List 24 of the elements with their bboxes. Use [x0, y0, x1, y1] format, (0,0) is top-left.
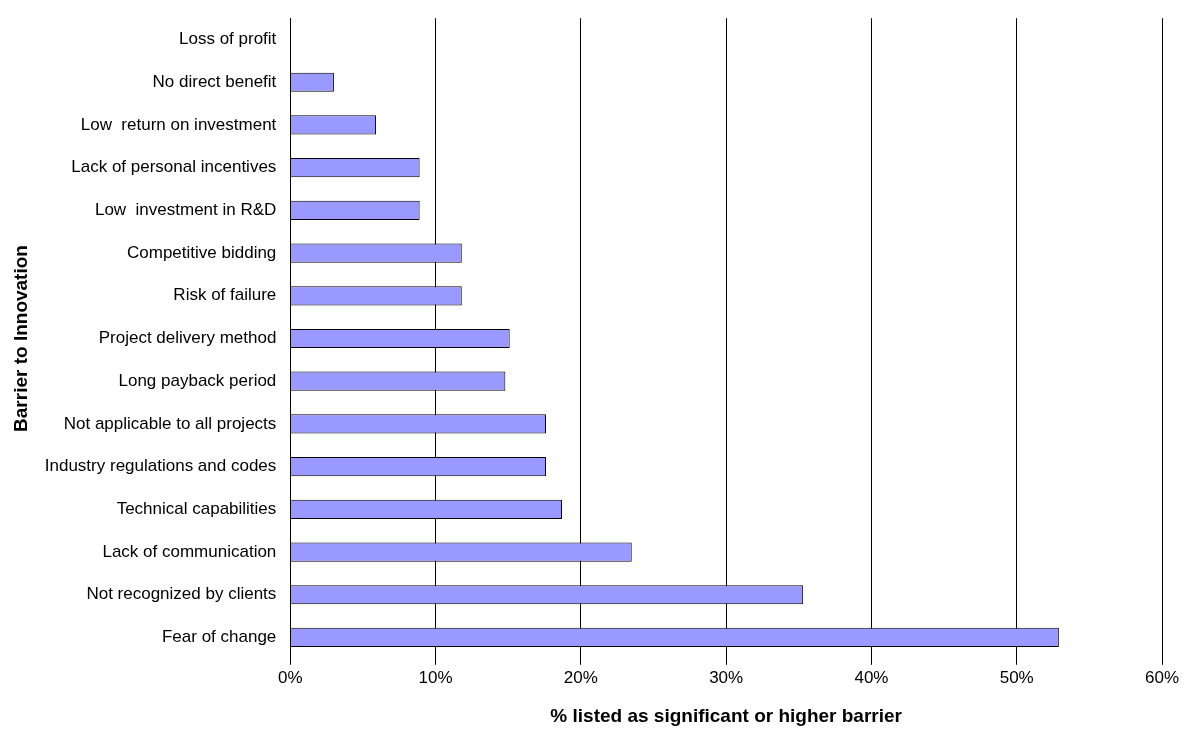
y-tick-label: Industry regulations and codes — [44, 456, 277, 476]
y-tick-label: Low return on investment — [80, 114, 277, 134]
y-tick-label: Low investment in R&D — [94, 200, 277, 220]
y-tick-label: Lack of communication — [102, 541, 277, 561]
y-tick-label: Technical capabilities — [116, 499, 277, 519]
x-tick-label: 20% — [563, 667, 598, 687]
y-tick-label: Fear of change — [161, 627, 277, 647]
x-tick-label: 10% — [418, 667, 453, 687]
x-tick-label: 60% — [1144, 667, 1180, 687]
y-tick-label: No direct benefit — [152, 71, 277, 91]
x-tick-label: 0% — [278, 667, 303, 687]
y-tick-label: Risk of failure — [173, 285, 277, 305]
y-tick-label: Not applicable to all projects — [63, 413, 277, 433]
y-tick-label: Not recognized by clients — [86, 584, 277, 604]
y-tick-label: Competitive bidding — [127, 242, 277, 262]
x-axis-title: % listed as significant or higher barrier — [550, 704, 903, 726]
x-tick-label: 40% — [854, 667, 889, 687]
x-tick-label: 30% — [709, 667, 744, 687]
y-tick-label: Loss of profit — [179, 29, 277, 49]
y-tick-label: Long payback period — [118, 370, 277, 390]
y-tick-label: Lack of personal incentives — [71, 157, 277, 177]
y-axis-title: Barrier to Innovation — [9, 245, 31, 432]
x-tick-label: 50% — [999, 667, 1034, 687]
y-tick-label: Project delivery method — [98, 328, 277, 348]
